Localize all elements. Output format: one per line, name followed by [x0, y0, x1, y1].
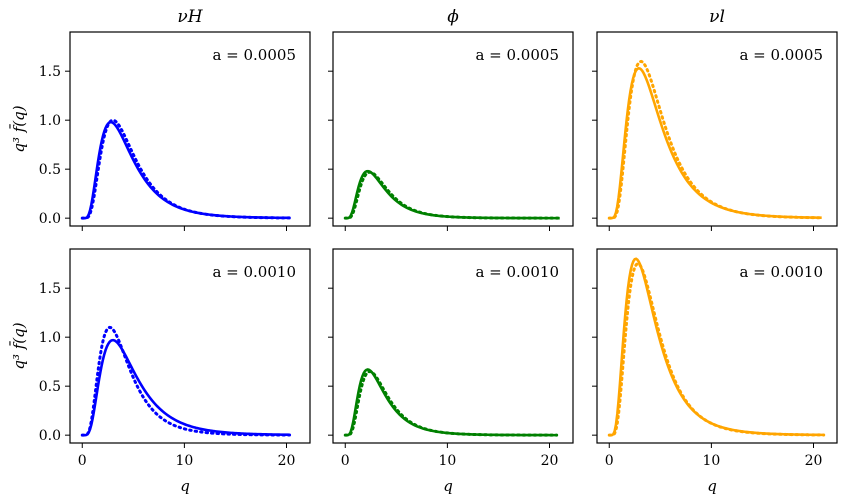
- column-title-0: νH: [177, 7, 203, 27]
- series-solid-p00: [82, 120, 290, 220]
- x-axis-label-col-0: q: [180, 477, 190, 495]
- series-dotted-p10: [80, 325, 292, 437]
- axes-frame-p02: [596, 31, 838, 227]
- series-solid-p02: [609, 66, 822, 220]
- series-dotted-p00: [80, 118, 292, 220]
- column-title-1: ϕ: [447, 7, 459, 27]
- annotation-p12: a = 0.0010: [739, 263, 823, 281]
- axes-frame-p11: [332, 248, 574, 444]
- series-solid-p01: [345, 169, 560, 220]
- annotation-p00: a = 0.0005: [212, 46, 296, 64]
- series-solid-p11: [345, 368, 557, 437]
- x-tick-label-p10-1: 10: [175, 453, 193, 469]
- axes-frame-p00: [69, 31, 311, 227]
- axes-frame-p12: [596, 248, 838, 444]
- y-tick-label-p00-2: 1.0: [39, 113, 61, 129]
- y-tick-label-p00-3: 1.5: [39, 64, 61, 80]
- x-tick-label-p12-1: 10: [702, 453, 720, 469]
- y-axis-label-row-1: q³ f̄(q): [10, 322, 28, 369]
- x-tick-label-p12-2: 20: [805, 453, 823, 469]
- annotation-p10: a = 0.0010: [212, 263, 296, 281]
- y-tick-label-p10-3: 1.5: [39, 281, 61, 297]
- annotation-p01: a = 0.0005: [475, 46, 559, 64]
- x-tick-label-p11-0: 0: [341, 453, 350, 469]
- x-axis-label-col-2: q: [707, 477, 717, 495]
- series-dotted-p12: [607, 262, 826, 437]
- axes-frame-p01: [332, 31, 574, 227]
- series-solid-p10: [82, 338, 290, 437]
- annotation-p02: a = 0.0005: [739, 46, 823, 64]
- series-dotted-p02: [607, 59, 824, 220]
- annotation-p11: a = 0.0010: [475, 263, 559, 281]
- y-tick-label-p00-1: 0.5: [39, 162, 61, 178]
- column-title-2: νl: [709, 7, 725, 27]
- x-axis-label-col-1: q: [443, 477, 453, 495]
- x-tick-label-p12-0: 0: [605, 453, 614, 469]
- axes-frame-p10: [69, 248, 311, 444]
- y-axis-label-row-0: q³ f̄(q): [10, 105, 28, 152]
- y-tick-label-p10-1: 0.5: [39, 379, 61, 395]
- x-tick-label-p10-2: 20: [278, 453, 296, 469]
- y-tick-label-p10-0: 0.0: [39, 428, 61, 444]
- y-tick-label-p00-0: 0.0: [39, 211, 61, 227]
- x-tick-label-p10-0: 0: [78, 453, 87, 469]
- y-tick-label-p10-2: 1.0: [39, 330, 61, 346]
- series-solid-p12: [609, 257, 824, 437]
- x-tick-label-p11-1: 10: [438, 453, 456, 469]
- x-tick-label-p11-2: 20: [541, 453, 559, 469]
